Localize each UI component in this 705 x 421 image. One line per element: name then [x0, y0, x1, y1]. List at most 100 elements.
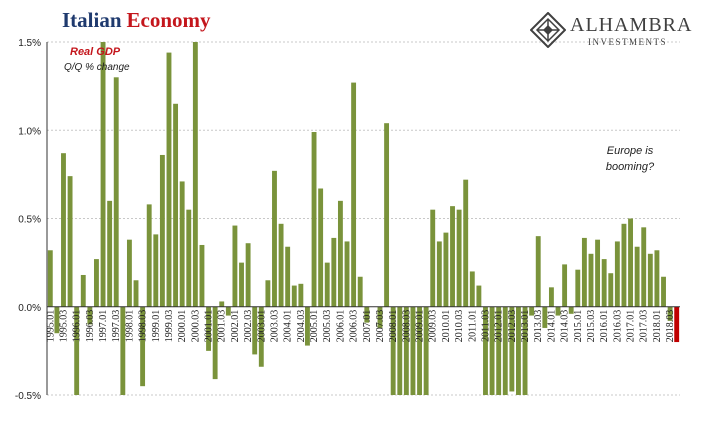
- bar: [634, 246, 640, 307]
- bar: [436, 241, 442, 307]
- bar: [47, 250, 53, 307]
- x-tick-label: 2017.01: [626, 310, 637, 343]
- chart-title: Italian Economy: [62, 8, 211, 33]
- gridlines: [47, 41, 680, 396]
- x-tick-label: 2017.03: [639, 310, 650, 343]
- x-tick-label: 2006.03: [349, 310, 360, 343]
- bar: [305, 306, 310, 346]
- series-sublabel: Q/Q % change: [64, 62, 130, 73]
- bar: [245, 243, 251, 307]
- x-tick-label: 2013.01: [520, 310, 531, 343]
- bar: [509, 306, 515, 392]
- x-tick-label: 1999.01: [151, 310, 162, 343]
- x-tick-label: 2008.03: [401, 310, 412, 343]
- bar: [608, 273, 614, 307]
- x-tick-label: 2014.03: [560, 310, 571, 343]
- bar: [54, 306, 60, 334]
- bar: [463, 179, 469, 307]
- x-tick-label: 2011.03: [480, 310, 491, 342]
- bar: [337, 200, 343, 307]
- bar: [153, 234, 159, 307]
- bar: [166, 52, 172, 307]
- bar: [529, 306, 535, 316]
- x-tick-label: 1996.01: [72, 310, 83, 343]
- bar: [252, 306, 258, 355]
- bar: [225, 306, 231, 316]
- bar: [67, 176, 73, 307]
- bar: [219, 301, 225, 307]
- x-tick-label: 2001.01: [204, 310, 215, 343]
- chart-annotation: Europe is booming?: [605, 145, 655, 173]
- bar: [324, 262, 330, 307]
- bar: [397, 306, 403, 395]
- bar: [173, 103, 179, 307]
- bar: [483, 306, 488, 395]
- bar: [357, 276, 363, 307]
- bar: [232, 225, 238, 307]
- bar: [403, 306, 409, 395]
- bar: [364, 306, 370, 323]
- bar: [555, 306, 561, 316]
- bar: [80, 274, 86, 307]
- bar: [384, 123, 390, 307]
- bar: [647, 253, 653, 307]
- bar: [456, 209, 462, 307]
- y-tick-label: -0.5%: [15, 391, 41, 402]
- x-tick-label: 2000.01: [177, 310, 188, 343]
- bar: [94, 259, 99, 307]
- y-tick-label: 1.5%: [18, 38, 41, 49]
- bar: [239, 262, 244, 307]
- bar: [502, 306, 508, 395]
- x-tick-labels: 1995.01 1995.03 1996.01 1996.03 1997.01 1997.…: [45, 310, 676, 343]
- bar: [192, 42, 198, 307]
- bar: [285, 246, 291, 307]
- bar: [206, 306, 211, 351]
- bar: [87, 306, 93, 325]
- bar: [489, 306, 495, 395]
- x-tick-label: 1998.03: [138, 310, 149, 343]
- x-tick-label: 2003.01: [256, 310, 267, 343]
- x-tick-label: 2004.01: [283, 310, 294, 343]
- bar: [140, 306, 146, 387]
- bar: [311, 132, 317, 307]
- x-tick-label: 1998.01: [124, 310, 135, 343]
- bar: [318, 188, 324, 307]
- y-tick-label: 0.5%: [18, 215, 41, 226]
- x-tick-label: 2003.03: [269, 310, 280, 343]
- bar: [661, 276, 666, 307]
- bar: [331, 237, 337, 307]
- bar: [390, 306, 396, 395]
- x-tick-label: 2018.03: [665, 310, 676, 343]
- bar: [179, 181, 185, 307]
- bar: [159, 154, 165, 307]
- x-tick-label: 2016.01: [599, 310, 610, 343]
- bar: [469, 271, 475, 307]
- bar: [654, 250, 660, 307]
- x-tick-label: 1995.01: [45, 310, 56, 343]
- bar: [621, 223, 627, 307]
- bar: [199, 244, 205, 307]
- bar: [100, 42, 106, 307]
- bar: [212, 306, 218, 380]
- x-tick-label: 1995.03: [58, 310, 69, 343]
- bar: [120, 306, 126, 395]
- x-tick-label: 2015.03: [586, 310, 597, 343]
- bar: [430, 209, 436, 307]
- y-tick-labels: 1.5% 1.0% 0.5% 0.0% -0.5%: [15, 38, 41, 402]
- axes: [46, 42, 680, 395]
- bar: [595, 239, 601, 307]
- bar: [417, 306, 422, 395]
- bar: [535, 236, 541, 307]
- x-tick-label: 1997.01: [98, 310, 109, 343]
- x-tick-label: 2010.01: [441, 310, 452, 343]
- x-tick-label: 2016.03: [612, 310, 623, 343]
- bar: [186, 209, 192, 307]
- x-tick-label: 2012.01: [494, 310, 505, 343]
- bar: [450, 206, 455, 307]
- bar: [516, 306, 521, 395]
- bar: [74, 306, 80, 395]
- x-tick-label: 2001.03: [217, 310, 228, 343]
- x-tick-label: 2005.01: [309, 310, 320, 343]
- x-tick-label: 2006.01: [335, 310, 346, 343]
